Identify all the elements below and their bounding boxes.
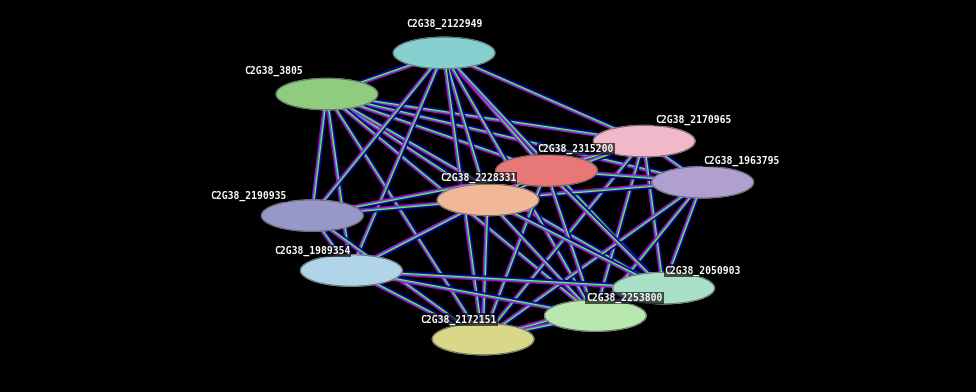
Ellipse shape xyxy=(496,155,597,186)
Ellipse shape xyxy=(393,37,495,69)
Text: C2G38_1989354: C2G38_1989354 xyxy=(274,246,350,256)
Text: C2G38_2315200: C2G38_2315200 xyxy=(538,144,614,154)
Ellipse shape xyxy=(613,272,714,304)
Ellipse shape xyxy=(432,323,534,355)
Text: C2G38_2122949: C2G38_2122949 xyxy=(406,18,482,29)
Text: C2G38_3805: C2G38_3805 xyxy=(244,65,303,76)
Text: C2G38_2050903: C2G38_2050903 xyxy=(665,265,741,276)
Ellipse shape xyxy=(437,184,539,216)
Text: C2G38_1963795: C2G38_1963795 xyxy=(704,156,780,166)
Ellipse shape xyxy=(545,300,646,331)
Ellipse shape xyxy=(301,255,402,286)
Ellipse shape xyxy=(262,200,363,231)
Text: C2G38_2228331: C2G38_2228331 xyxy=(440,173,516,183)
Text: C2G38_2190935: C2G38_2190935 xyxy=(211,191,287,201)
Text: C2G38_2170965: C2G38_2170965 xyxy=(655,114,731,125)
Text: C2G38_2172151: C2G38_2172151 xyxy=(421,314,497,325)
Text: C2G38_2253800: C2G38_2253800 xyxy=(587,293,663,303)
Ellipse shape xyxy=(652,167,753,198)
Ellipse shape xyxy=(276,78,378,110)
Ellipse shape xyxy=(593,125,695,157)
